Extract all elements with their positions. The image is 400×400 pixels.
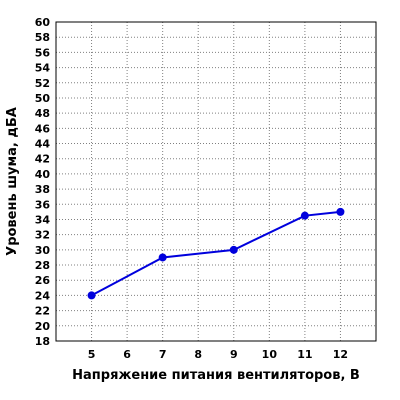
y-tick-label: 40 — [35, 168, 51, 181]
data-point — [158, 253, 167, 262]
y-tick-label: 22 — [35, 305, 50, 318]
y-tick-label: 60 — [35, 16, 51, 29]
data-point — [300, 211, 309, 220]
x-axis-title: Напряжение питания вентиляторов, В — [72, 368, 360, 383]
data-point — [229, 245, 238, 254]
y-tick-label: 20 — [35, 320, 51, 333]
data-point — [87, 291, 96, 300]
x-tick-label: 5 — [88, 348, 96, 361]
x-tick-label: 12 — [333, 348, 348, 361]
y-tick-label: 28 — [35, 259, 50, 272]
series-line — [91, 210, 341, 297]
y-tick-label: 38 — [35, 183, 50, 196]
y-axis-ticks: 18 20 22 24 26 28 30 32 34 36 38 40 42 44 46 48 50 52 54 56… — [35, 16, 51, 348]
x-tick-label: 9 — [230, 348, 238, 361]
x-tick-label: 10 — [262, 348, 278, 361]
y-tick-label: 42 — [35, 153, 50, 166]
y-tick-label: 32 — [35, 229, 50, 242]
y-tick-label: 58 — [35, 31, 50, 44]
x-axis-ticks: 5 6 7 8 9 10 11 12 — [88, 348, 348, 361]
x-tick-label: 11 — [297, 348, 312, 361]
y-tick-label: 48 — [35, 107, 50, 120]
y-tick-label: 44 — [35, 138, 51, 151]
y-tick-label: 18 — [35, 335, 50, 348]
plot-frame — [55, 21, 377, 342]
grid-lines — [56, 22, 376, 341]
y-tick-label: 54 — [35, 62, 51, 75]
y-axis-title: Уровень шума, дБА — [5, 107, 20, 256]
x-tick-label: 7 — [159, 348, 167, 361]
y-tick-label: 52 — [35, 77, 50, 90]
y-tick-label: 50 — [35, 92, 51, 105]
x-tick-label: 6 — [123, 348, 131, 361]
y-tick-label: 46 — [35, 122, 51, 135]
y-tick-label: 24 — [35, 289, 51, 302]
data-point — [336, 207, 345, 216]
y-tick-label: 30 — [35, 244, 51, 257]
y-tick-label: 36 — [35, 198, 51, 211]
x-tick-label: 8 — [194, 348, 202, 361]
y-tick-label: 26 — [35, 274, 51, 287]
y-tick-label: 34 — [35, 213, 51, 226]
y-tick-label: 56 — [35, 46, 51, 59]
data-series — [87, 207, 345, 300]
